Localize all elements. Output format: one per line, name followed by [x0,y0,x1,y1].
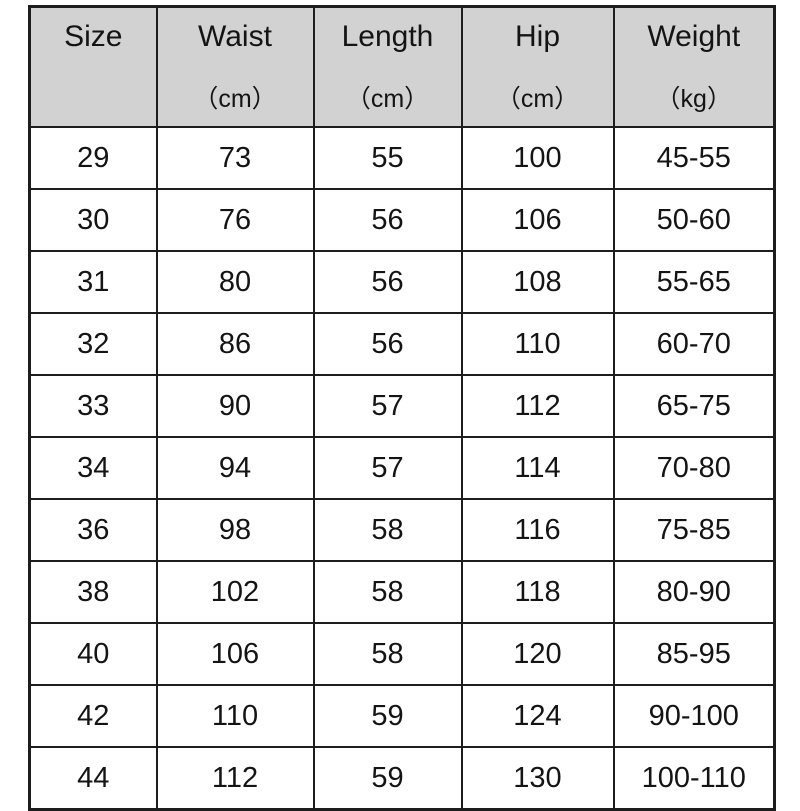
table-row: 30 76 56 106 50-60 [28,188,776,252]
cell-length: 59 [312,684,463,748]
cell-waist: 73 [155,126,315,190]
cell-length: 56 [312,188,463,252]
cell-weight: 75-85 [612,498,776,562]
table-row: 38 102 58 118 80-90 [28,560,776,624]
cell-hip: 120 [460,622,615,686]
cell-length: 58 [312,498,463,562]
table-row: 44 112 59 130 100-110 [28,746,776,811]
cell-waist: 76 [155,188,315,252]
cell-length: 55 [312,126,463,190]
size-chart-table: Size Waist （cm） Length （cm） [28,5,776,811]
cell-size: 36 [28,498,158,562]
column-header-waist: Waist （cm） [155,5,315,128]
cell-hip: 114 [460,436,615,500]
cell-weight: 85-95 [612,622,776,686]
cell-waist: 98 [155,498,315,562]
cell-waist: 102 [155,560,315,624]
cell-weight: 60-70 [612,312,776,376]
cell-length: 57 [312,436,463,500]
table-row: 33 90 57 112 65-75 [28,374,776,438]
table-row: 36 98 58 116 75-85 [28,498,776,562]
cell-size: 31 [28,250,158,314]
cell-waist: 110 [155,684,315,748]
column-label: Size [64,20,123,53]
cell-length: 59 [312,746,463,811]
cell-size: 29 [28,126,158,190]
cell-size: 38 [28,560,158,624]
cell-length: 57 [312,374,463,438]
cell-size: 32 [28,312,158,376]
cell-waist: 94 [155,436,315,500]
size-chart: Size Waist （cm） Length （cm） [28,5,776,811]
column-label: Weight [647,20,741,53]
cell-length: 58 [312,560,463,624]
cell-waist: 90 [155,374,315,438]
cell-hip: 106 [460,188,615,252]
cell-length: 56 [312,250,463,314]
column-unit: （cm） [495,85,580,113]
cell-weight: 55-65 [612,250,776,314]
cell-hip: 110 [460,312,615,376]
column-unit: （cm） [193,85,277,113]
table-row: 32 86 56 110 60-70 [28,312,776,376]
cell-weight: 50-60 [612,188,776,252]
cell-length: 56 [312,312,463,376]
cell-weight: 45-55 [612,126,776,190]
table-row: 40 106 58 120 85-95 [28,622,776,686]
cell-size: 44 [28,746,158,811]
cell-hip: 130 [460,746,615,811]
column-label: Hip [514,20,560,53]
cell-weight: 70-80 [612,436,776,500]
cell-waist: 86 [155,312,315,376]
cell-size: 30 [28,188,158,252]
table-header: Size Waist （cm） Length （cm） [28,5,776,128]
column-header-length: Length （cm） [312,5,463,128]
cell-waist: 80 [155,250,315,314]
cell-weight: 100-110 [612,746,776,811]
cell-size: 34 [28,436,158,500]
column-header-size: Size [28,5,158,128]
table-row: 42 110 59 124 90-100 [28,684,776,748]
cell-size: 33 [28,374,158,438]
cell-size: 40 [28,622,158,686]
header-row: Size Waist （cm） Length （cm） [28,5,776,128]
column-header-hip: Hip （cm） [460,5,615,128]
cell-waist: 112 [155,746,315,811]
cell-hip: 118 [460,560,615,624]
cell-length: 58 [312,622,463,686]
cell-weight: 80-90 [612,560,776,624]
cell-hip: 112 [460,374,615,438]
column-unit: （cm） [345,85,430,113]
cell-weight: 90-100 [612,684,776,748]
cell-size: 42 [28,684,158,748]
cell-weight: 65-75 [612,374,776,438]
table-body: 29 73 55 100 45-55 30 76 56 106 50-60 31… [28,126,776,811]
column-label: Waist [198,20,272,53]
cell-hip: 116 [460,498,615,562]
column-label: Length [341,20,434,53]
cell-hip: 108 [460,250,615,314]
table-row: 34 94 57 114 70-80 [28,436,776,500]
column-header-weight: Weight （kg） [612,5,776,128]
column-unit: （kg） [655,85,732,113]
cell-waist: 106 [155,622,315,686]
table-row: 29 73 55 100 45-55 [28,126,776,190]
cell-hip: 124 [460,684,615,748]
cell-hip: 100 [460,126,615,190]
table-row: 31 80 56 108 55-65 [28,250,776,314]
